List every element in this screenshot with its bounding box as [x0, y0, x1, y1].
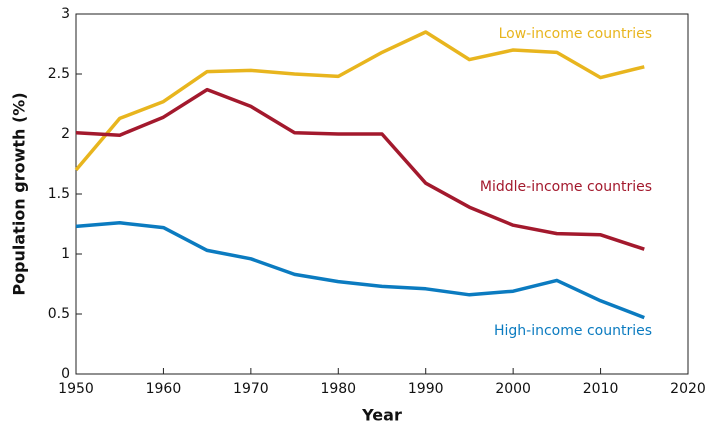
- x-tick-label: 1990: [408, 381, 444, 397]
- x-tick-label: 1970: [233, 381, 269, 397]
- x-tick-label: 1960: [146, 381, 182, 397]
- y-tick-label: 3: [61, 6, 70, 22]
- x-tick-label: 2000: [495, 381, 531, 397]
- x-tick-label: 2010: [583, 381, 619, 397]
- series-label: High-income countries: [494, 323, 652, 339]
- series-label: Low-income countries: [499, 26, 652, 42]
- y-axis-title: Population growth (%): [10, 92, 29, 295]
- y-tick-label: 0.5: [48, 306, 70, 322]
- x-tick-label: 2020: [670, 381, 706, 397]
- x-tick-label: 1980: [320, 381, 356, 397]
- y-tick-label: 2.5: [48, 66, 70, 82]
- series-line: [74, 30, 645, 172]
- x-tick-label: 1950: [58, 381, 94, 397]
- series-line: [75, 221, 645, 320]
- y-tick-label: 0: [61, 366, 70, 382]
- y-tick-label: 1: [61, 246, 70, 262]
- series-line: [75, 87, 645, 251]
- x-axis-title: Year: [361, 406, 402, 425]
- y-tick-label: 1.5: [48, 186, 70, 202]
- series-label: Middle-income countries: [480, 179, 652, 195]
- y-tick-label: 2: [61, 126, 70, 142]
